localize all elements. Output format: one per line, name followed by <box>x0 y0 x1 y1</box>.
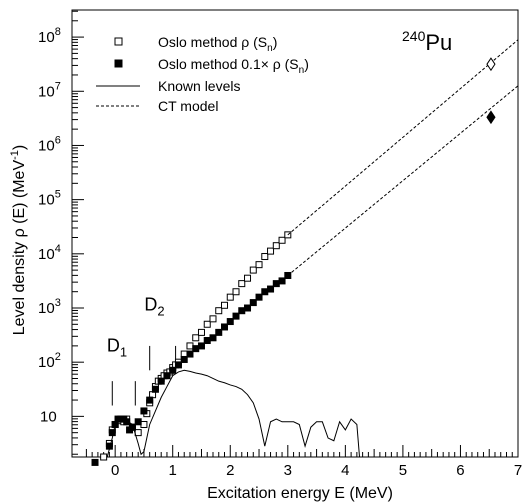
filled-square-point <box>232 312 240 320</box>
legend-label: CT model <box>158 98 218 114</box>
known-levels-line <box>106 369 361 457</box>
sn-filled-diamond <box>486 110 496 125</box>
open-square-point <box>267 247 275 255</box>
y-axis-title-exp: -1 <box>9 150 21 160</box>
filled-square-point <box>238 307 246 315</box>
ct-model-line <box>287 39 519 236</box>
filled-square-point <box>169 366 177 374</box>
filled-square-point <box>91 458 99 466</box>
gap-label: D2 <box>144 295 164 319</box>
filled-square-point <box>209 334 217 342</box>
open-square-point <box>272 242 280 250</box>
filled-square-point <box>255 293 263 301</box>
nucleus-symbol: Pu <box>425 30 452 55</box>
filled-square-point <box>203 337 211 345</box>
open-square-point <box>278 236 286 244</box>
filled-square-point <box>249 299 257 307</box>
y-tick-label: 103 <box>38 297 61 317</box>
filled-square-point <box>215 328 223 336</box>
ct-model-line <box>287 85 519 276</box>
open-square-point <box>203 320 211 328</box>
open-square-point <box>226 293 234 301</box>
filled-square-point <box>174 361 182 369</box>
filled-square-point <box>267 285 275 293</box>
open-square-point <box>215 307 223 315</box>
filled-square-point <box>134 418 142 426</box>
open-square-point <box>232 288 240 296</box>
open-square-point <box>140 420 148 428</box>
x-tick-label: 4 <box>341 462 349 479</box>
sn-open-diamond <box>486 57 496 72</box>
y-tick-label: 10 <box>40 408 57 425</box>
filled-square-point <box>186 350 194 358</box>
y-axis-title-prefix: Level density ρ (E) (MeV <box>11 160 28 336</box>
x-tick-label: 0 <box>111 462 119 479</box>
open-square-point <box>255 261 263 269</box>
gap-label: D1 <box>107 335 127 359</box>
x-axis-title: Excitation energy E (MeV) <box>207 485 393 502</box>
filled-square-point <box>157 377 165 385</box>
x-tick-label: 3 <box>284 462 292 479</box>
legend-label: Known levels <box>158 78 241 94</box>
open-square-point <box>238 280 246 288</box>
y-tick-label: 104 <box>38 243 61 263</box>
filled-square-point <box>221 323 229 331</box>
open-square-point <box>209 315 217 323</box>
open-square-point <box>100 453 108 461</box>
open-square-point <box>261 253 269 261</box>
nucleus-mass: 240 <box>402 28 426 44</box>
nucleus-label: 240Pu <box>402 28 452 55</box>
y-tick-label: 106 <box>38 134 61 154</box>
x-tick-label: 7 <box>514 462 522 479</box>
y-tick-label: 107 <box>38 80 61 100</box>
filled-square-point <box>226 318 234 326</box>
legend-marker <box>114 59 123 68</box>
filled-square-point <box>180 355 188 363</box>
filled-square-point <box>272 280 280 288</box>
x-tick-label: 1 <box>169 462 177 479</box>
filled-square-point <box>140 407 148 415</box>
filled-square-point <box>278 277 286 285</box>
plot-frame <box>71 9 519 458</box>
open-square-point <box>249 266 257 274</box>
x-tick-label: 2 <box>226 462 234 479</box>
filled-square-point <box>197 342 205 350</box>
filled-square-point <box>261 288 269 296</box>
open-square-point <box>192 334 200 342</box>
legend-marker <box>114 37 123 46</box>
filled-square-point <box>151 385 159 393</box>
x-tick-label: 6 <box>456 462 464 479</box>
open-square-point <box>221 301 229 309</box>
legend-label: Oslo method ρ (Sn) <box>158 34 277 54</box>
x-axis: 0 1 2 3 4 5 6 7 <box>85 445 522 479</box>
y-tick-label: 108 <box>38 26 61 46</box>
filled-square-point <box>108 429 116 437</box>
x-tick-label: 5 <box>399 462 407 479</box>
legend: Oslo method ρ (Sn)Oslo method 0.1× ρ (Sn… <box>96 34 309 114</box>
open-square-point <box>244 274 252 282</box>
y-axis-title: Level density ρ (E) (MeV-1) <box>9 145 28 336</box>
filled-square-point <box>146 396 154 404</box>
y-axis-title-suffix: ) <box>11 145 28 150</box>
legend-label: Oslo method 0.1× ρ (Sn) <box>158 56 309 76</box>
filled-square-point <box>244 304 252 312</box>
y-tick-label: 102 <box>38 351 61 371</box>
open-square-point <box>134 429 142 437</box>
open-square-point <box>186 342 194 350</box>
open-square-point <box>197 328 205 336</box>
data-series <box>91 39 519 466</box>
y-axis: 10 102 103 104 105 106 107 108 <box>38 10 84 455</box>
filled-square-point <box>163 372 171 380</box>
y-tick-label: 105 <box>38 189 61 209</box>
filled-square-point <box>192 345 200 353</box>
